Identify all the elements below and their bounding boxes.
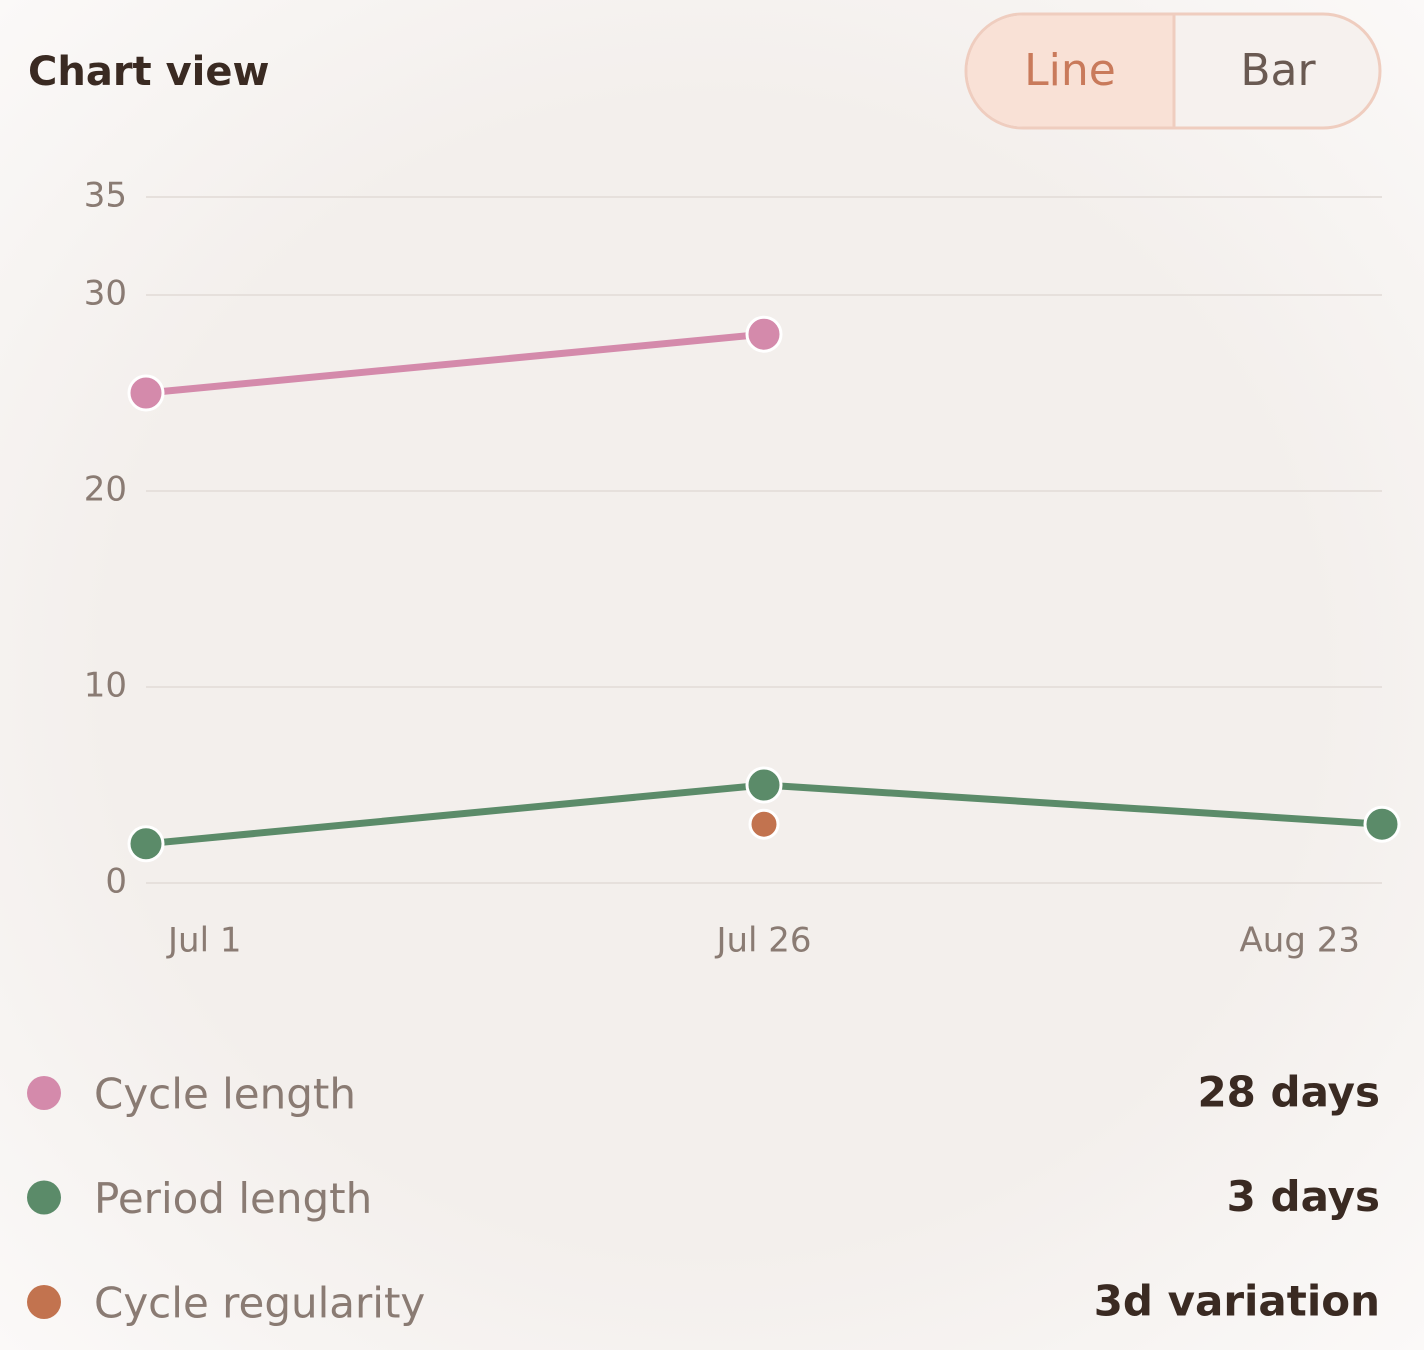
data-point <box>745 766 783 804</box>
legend-value: 3 days <box>1227 1172 1380 1221</box>
legend-name: Cycle length <box>94 1070 356 1119</box>
toggle-bar[interactable]: Bar <box>1240 45 1316 96</box>
y-tick-label: 35 <box>84 176 127 216</box>
series-line <box>142 330 768 397</box>
y-tick-label: 10 <box>84 666 127 706</box>
legend-dot <box>27 1076 61 1110</box>
data-point <box>127 374 165 412</box>
x-tick-label: Jul 26 <box>714 921 811 961</box>
y-tick-label: 20 <box>84 470 127 510</box>
view-toggle: Line Bar <box>964 12 1382 130</box>
legend-value: 28 days <box>1197 1068 1380 1117</box>
data-point <box>127 825 165 863</box>
toggle-line-bg[interactable] <box>967 15 1174 127</box>
x-tick-label: Jul 1 <box>166 921 241 961</box>
toggle-line[interactable]: Line <box>1024 45 1116 96</box>
legend-name: Period length <box>94 1174 372 1223</box>
data-point <box>748 808 780 840</box>
data-point <box>1363 805 1401 843</box>
legend-dot <box>27 1285 61 1319</box>
legend-value: 3d variation <box>1094 1277 1380 1326</box>
title: Chart view <box>28 49 269 95</box>
y-tick-label: 30 <box>84 274 127 314</box>
y-tick-label: 0 <box>105 862 127 902</box>
legend-dot <box>27 1180 61 1215</box>
x-tick-label: Aug 23 <box>1240 921 1360 961</box>
data-point <box>745 315 783 353</box>
legend-name: Cycle regularity <box>94 1279 425 1328</box>
